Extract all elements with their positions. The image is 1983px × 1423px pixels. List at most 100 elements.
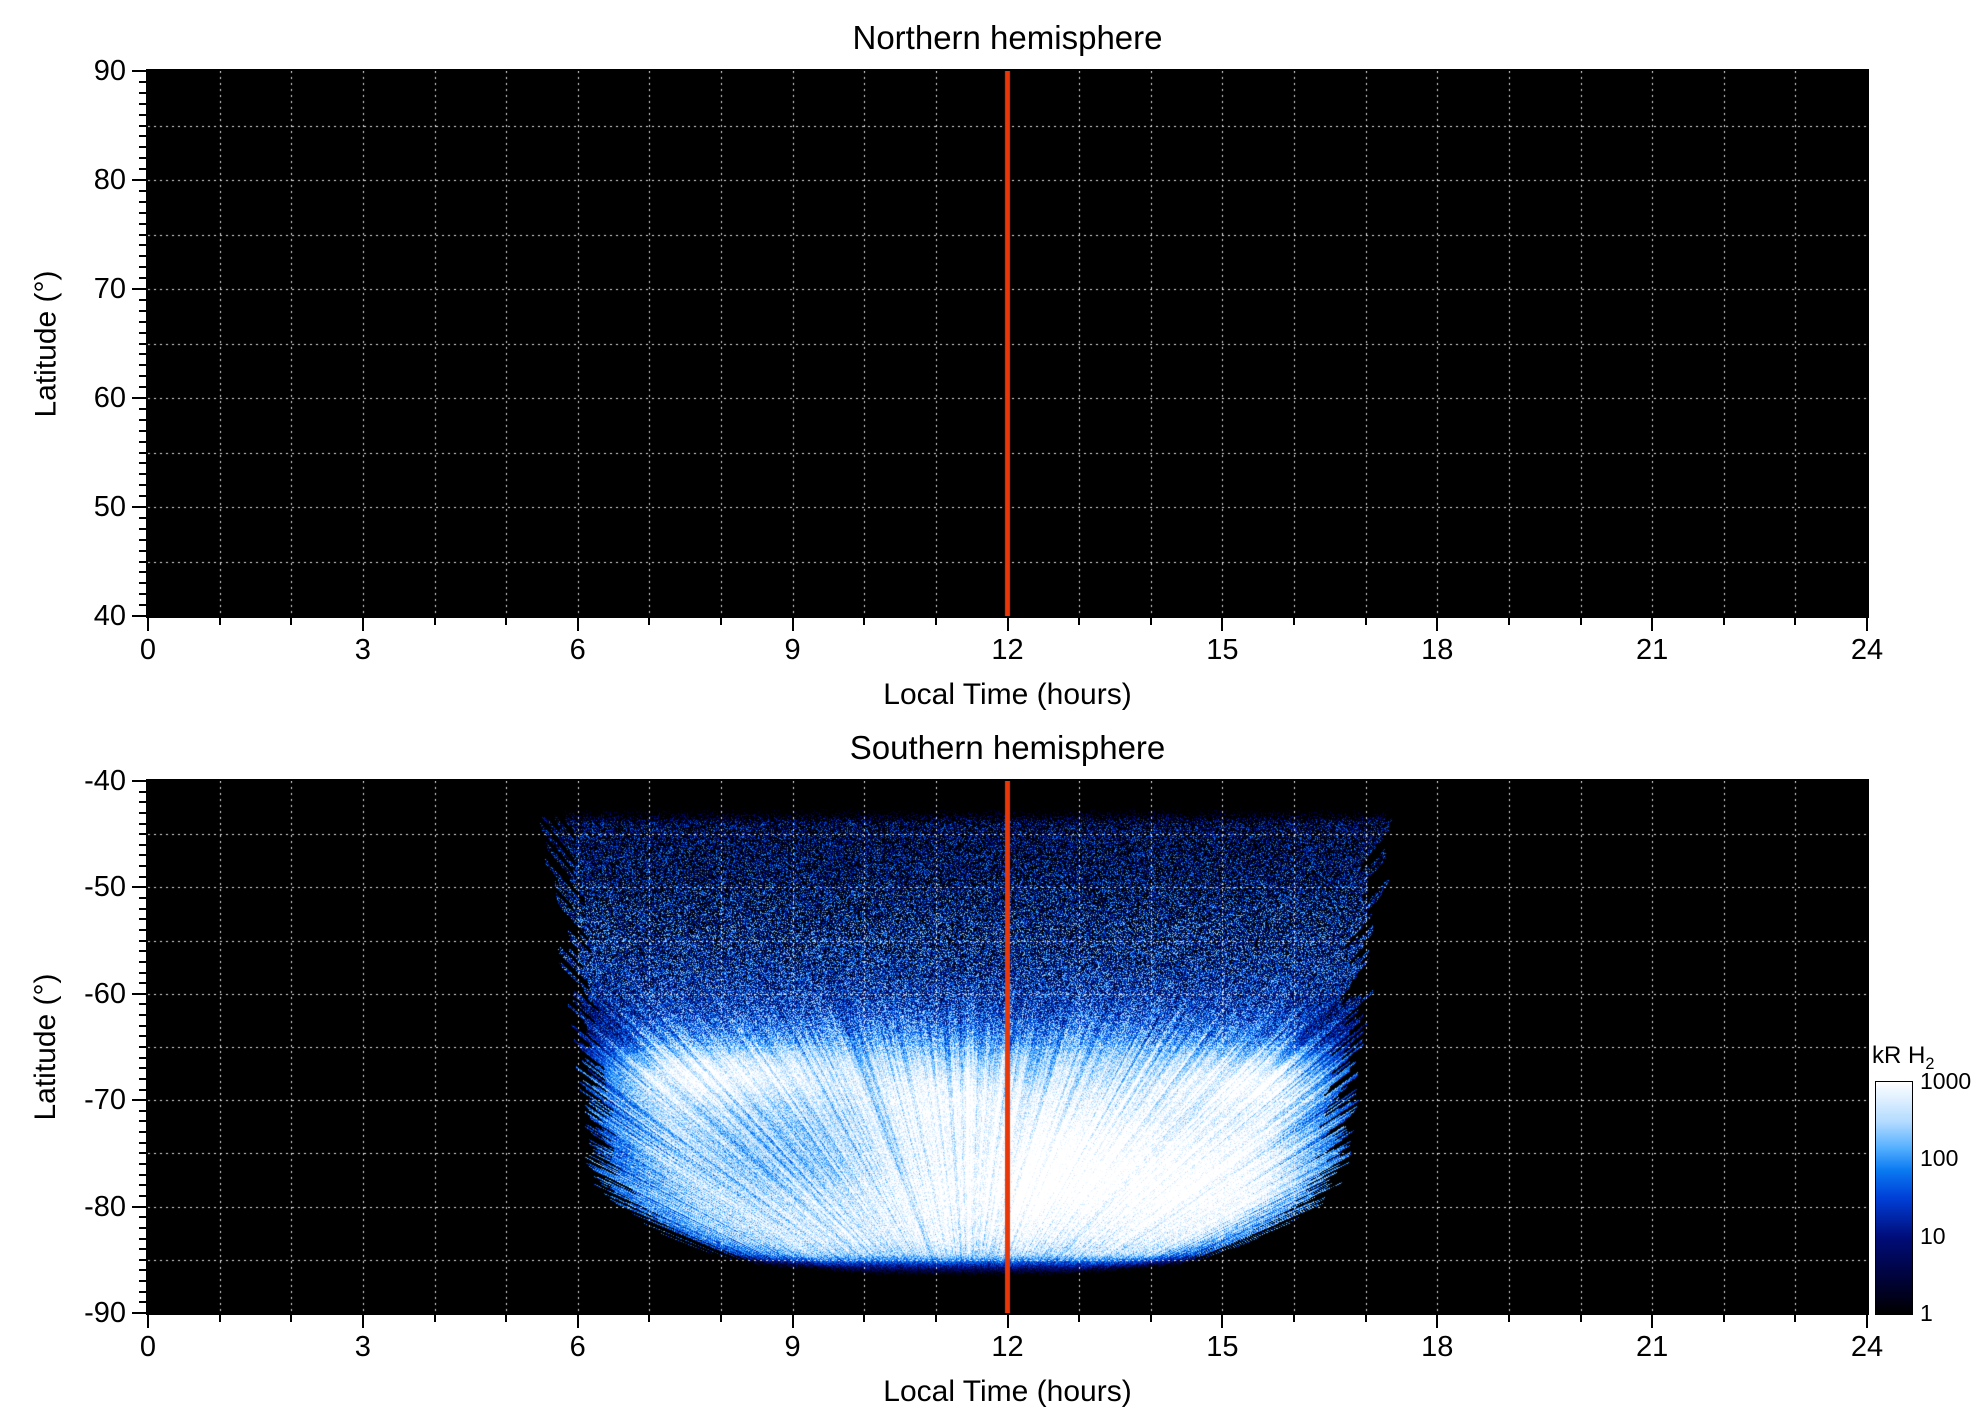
x-axis-tick [1436, 618, 1438, 631]
y-axis-tick [139, 854, 146, 856]
y-tick-label: 60 [93, 382, 126, 414]
x-axis-tick [1508, 618, 1510, 625]
y-axis-tick [139, 539, 146, 541]
y-axis-tick [139, 408, 146, 410]
y-tick-label: 50 [93, 491, 126, 523]
x-axis-tick [290, 1315, 292, 1322]
x-axis-tick [1293, 618, 1295, 625]
x-tick-label: 12 [991, 1331, 1024, 1363]
x-axis-tick [792, 618, 794, 631]
x-tick-label: 9 [784, 1331, 801, 1363]
y-axis-tick [132, 1099, 146, 1101]
y-axis-tick [139, 604, 146, 606]
y-axis-tick [139, 929, 146, 931]
y-axis-tick [139, 1269, 146, 1271]
x-axis-tick [935, 1315, 937, 1322]
y-axis-tick [139, 386, 146, 388]
y-axis-tick [139, 865, 146, 867]
x-tick-label: 24 [1850, 1331, 1884, 1363]
y-axis-tick [139, 103, 146, 105]
y-axis-tick [139, 833, 146, 835]
y-tick-label: 90 [93, 55, 126, 87]
y-axis-tick [139, 234, 146, 236]
x-axis-tick [1723, 618, 1725, 625]
y-axis-tick [139, 1227, 146, 1229]
y-tick-label: 70 [93, 273, 126, 305]
y-axis-tick [139, 1003, 146, 1005]
y-axis-tick [132, 397, 146, 399]
y-axis-tick [132, 993, 146, 995]
x-axis-tick [1866, 1315, 1868, 1328]
y-axis-tick [132, 288, 146, 290]
x-axis-tick [648, 1315, 650, 1322]
x-axis-tick [147, 1315, 149, 1328]
colorbar-title-subscript: 2 [1925, 1054, 1935, 1073]
y-tick-label: -90 [84, 1297, 126, 1329]
colorbar-gradient [1875, 1081, 1913, 1315]
x-tick-label: 18 [1421, 1331, 1454, 1363]
x-axis-tick [1508, 1315, 1510, 1322]
x-axis-tick [362, 1315, 364, 1328]
x-tick-label: 18 [1421, 634, 1454, 666]
y-axis-tick [139, 332, 146, 334]
x-axis-tick [434, 618, 436, 625]
y-tick-label: -80 [84, 1190, 126, 1223]
y-axis-tick [139, 1025, 146, 1027]
y-axis-tick [139, 918, 146, 920]
x-axis-tick [1221, 618, 1223, 631]
y-axis-tick [139, 462, 146, 464]
x-tick-label: 21 [1635, 634, 1669, 666]
x-axis-tick [720, 1315, 722, 1322]
y-axis-tick [139, 950, 146, 952]
y-axis-tick [139, 1216, 146, 1218]
y-axis-tick [139, 364, 146, 366]
north-heatmap-canvas [146, 69, 1869, 618]
colorbar-title-text: kR H [1872, 1042, 1926, 1069]
y-axis-tick [139, 419, 146, 421]
y-axis-tick [139, 1067, 146, 1069]
x-tick-label: 15 [1206, 634, 1239, 666]
x-axis-tick [505, 1315, 507, 1322]
y-axis-tick [139, 157, 146, 159]
colorbar-tick-label: 1000 [1920, 1068, 1972, 1094]
y-axis-tick [139, 1248, 146, 1250]
y-axis-tick [139, 791, 146, 793]
x-tick-label: 15 [1206, 1331, 1239, 1363]
y-axis-tick [139, 528, 146, 530]
y-axis-tick [139, 972, 146, 974]
y-tick-label: -70 [84, 1084, 126, 1117]
y-axis-tick [139, 582, 146, 584]
y-axis-tick [139, 1131, 146, 1133]
y-axis-tick [139, 1014, 146, 1016]
y-axis-tick [132, 506, 146, 508]
x-axis-tick [290, 618, 292, 625]
x-axis-tick [1221, 1315, 1223, 1328]
y-axis-tick [132, 886, 146, 888]
y-axis-tick [139, 812, 146, 814]
y-axis-tick [139, 1078, 146, 1080]
x-axis-tick [935, 618, 937, 625]
north-panel-title: Northern hemisphere [852, 19, 1163, 56]
x-tick-label: 6 [569, 1331, 586, 1363]
y-axis-tick [139, 473, 146, 475]
x-axis-tick [863, 618, 865, 625]
x-axis-tick [219, 1315, 221, 1322]
y-axis-tick [139, 484, 146, 486]
y-axis-tick [139, 495, 146, 497]
y-axis-tick [139, 375, 146, 377]
y-axis-tick [132, 1312, 146, 1314]
y-axis-tick [139, 550, 146, 552]
colorbar-tick-label: 100 [1920, 1145, 1959, 1172]
colorbar-tick-label: 1 [1920, 1300, 1933, 1326]
north-y-axis-label: Latitude (°) [29, 269, 62, 418]
x-axis-tick [792, 1315, 794, 1328]
south-panel-title: Southern hemisphere [849, 729, 1166, 766]
y-tick-label: 80 [93, 164, 126, 196]
y-axis-tick [139, 961, 146, 963]
y-axis-tick [139, 844, 146, 846]
x-tick-label: 9 [784, 634, 801, 666]
y-axis-tick [139, 168, 146, 170]
x-tick-label: 24 [1850, 634, 1884, 666]
y-axis-tick [139, 1280, 146, 1282]
